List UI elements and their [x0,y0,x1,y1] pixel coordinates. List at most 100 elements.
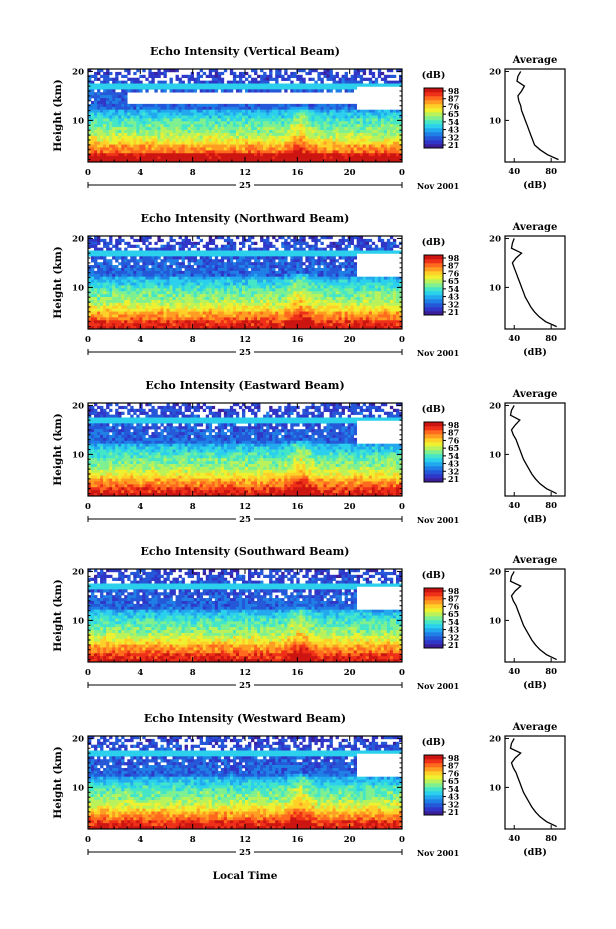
heatmap-cell [97,265,101,269]
heatmap-cell [245,294,249,298]
heatmap-cell [353,103,358,108]
heatmap-cell [275,69,279,73]
heatmap-cell [326,121,330,125]
heatmap-cell [178,299,182,304]
heatmap-cell [190,112,194,116]
heatmap-cell [395,112,400,116]
heatmap-cell [175,159,179,163]
heatmap-cell [329,71,333,76]
heatmap-cell [238,305,243,309]
heatmap-cell [184,106,188,110]
heatmap-cell [284,118,288,122]
heatmap-cell [178,294,182,298]
heatmap-cell [389,294,394,298]
heatmap-cell [223,270,228,275]
heatmap-cell [263,262,267,266]
heatmap-cell [106,80,110,84]
heatmap-cell [266,291,270,295]
heatmap-cell [347,294,351,298]
heatmap-cell [347,256,351,260]
heatmap-cell [284,253,288,257]
heatmap-cell [245,109,249,113]
heatmap-cell [190,276,194,280]
heatmap-cell [296,156,300,160]
heatmap-cell [169,279,173,283]
heatmap-cell [320,144,324,148]
heatmap-cell [178,267,182,272]
heatmap-cell [245,282,249,286]
heatmap-cell [103,112,107,116]
heatmap-cell [169,276,173,280]
heatmap-cell [229,109,234,113]
heatmap-cell [106,282,110,286]
heatmap-cell [118,294,122,298]
heatmap-cell [248,244,252,248]
heatmap-cell [193,305,197,309]
heatmap-cell [254,270,258,275]
heatmap-cell [290,89,294,93]
heatmap-cell [202,153,207,157]
heatmap-cell [257,273,261,277]
heatmap-cell [392,144,397,148]
heatmap-cell [338,238,342,243]
colorbar-segment [424,136,443,141]
x-tick-label: 0 [399,168,405,178]
heatmap-cell [160,147,164,151]
heatmap-cell [254,259,258,263]
heatmap-cell [269,124,273,128]
heatmap-cell [311,130,315,134]
heatmap-cell [187,127,191,131]
heatmap-cell [329,109,333,113]
heatmap-cell [145,236,149,240]
heatmap-cell [148,127,152,131]
x-tick-label: 12 [239,168,251,178]
heatmap-cell [371,276,376,280]
heatmap-cell [232,103,237,108]
heatmap-cell [184,294,188,298]
heatmap-cell [341,291,345,295]
heatmap-cell [106,262,110,266]
heatmap-cell [187,121,191,125]
heatmap-cell [290,291,294,295]
heatmap-cell [154,121,158,125]
heatmap-cell [335,71,339,76]
heatmap-cell [377,115,382,119]
heatmap-cell [296,144,300,148]
heatmap-cell [281,259,285,263]
heatmap-cell [311,285,315,289]
heatmap-cell [217,121,222,125]
heatmap-cell [226,305,231,309]
heatmap-cell [377,135,382,140]
heatmap-cell [245,285,249,289]
heatmap-cell [235,115,240,119]
heatmap-cell [115,127,119,131]
heatmap-cell [284,115,288,119]
heatmap-cell [190,103,194,108]
heatmap-cell [235,270,240,275]
heatmap-cell [214,83,219,87]
heatmap-cell [389,156,394,160]
heatmap-cell [326,267,330,272]
heatmap-cell [266,106,270,110]
heatmap-cell [251,279,255,283]
heatmap-cell [317,138,321,142]
heatmap-cell [314,291,318,295]
heatmap-cell [359,121,364,125]
heatmap-cell [196,262,201,266]
colorbar-segment [424,112,443,117]
heatmap-cell [181,153,185,157]
heatmap-cell [350,236,354,240]
heatmap-cell [235,153,240,157]
heatmap-cell [193,127,197,131]
heatmap-cell [338,159,342,163]
heatmap-cell [389,150,394,154]
heatmap-cell [193,141,197,145]
heatmap-cell [293,305,297,309]
heatmap-cell [314,130,318,134]
heatmap-cell [142,130,146,134]
heatmap-cell [368,132,373,137]
heatmap-cell [269,250,273,254]
heatmap-cell [238,256,243,260]
heatmap-cell [172,299,176,304]
heatmap-cell [260,238,264,243]
